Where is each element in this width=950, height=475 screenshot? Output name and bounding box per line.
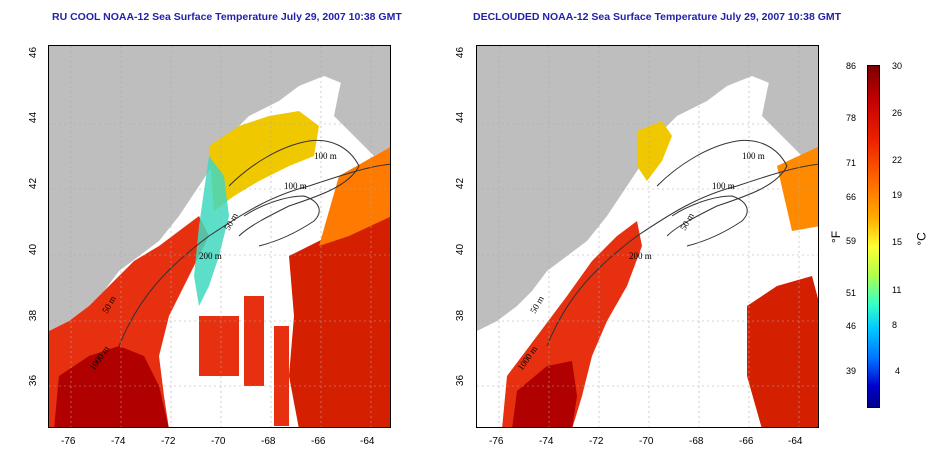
fahrenheit-tick: 59 [846, 236, 857, 246]
fahrenheit-tick: 46 [846, 321, 857, 331]
contour-label: 200 m [629, 251, 652, 261]
nova-scotia-land [762, 46, 818, 156]
hot-water-area [512, 361, 577, 427]
celsius-tick: 4 [895, 366, 901, 376]
contour-label: 100 m [314, 151, 337, 161]
bathymetry-contour [243, 195, 320, 247]
right-sst-map: 100 m 100 m 50 m 200 m 50 m 1000 m [476, 45, 819, 428]
lon-tick-label: -66 [311, 436, 326, 447]
celsius-tick: 30 [892, 61, 903, 71]
lon-tick-label: -70 [639, 436, 654, 447]
lon-tick-label: -74 [111, 436, 126, 447]
lon-tick-label: -76 [61, 436, 76, 447]
temperature-colorbar [867, 65, 880, 408]
left-map-title: RU COOL NOAA-12 Sea Surface Temperature … [52, 11, 402, 23]
right-map-title: DECLOUDED NOAA-12 Sea Surface Temperatur… [473, 11, 842, 23]
fahrenheit-tick: 66 [846, 192, 857, 202]
lat-tick-label: 44 [28, 111, 40, 124]
lat-tick-label: 36 [28, 374, 40, 387]
lat-tick-label: 46 [28, 46, 40, 59]
bathymetry-contour [656, 139, 788, 237]
fahrenheit-tick: 86 [846, 61, 857, 71]
lat-tick-label: 46 [455, 46, 467, 59]
right-map-graphic: 100 m 100 m 50 m 200 m 50 m 1000 m [477, 46, 818, 427]
left-map-graphic: 100 m 100 m 50 m 200 m 50 m 1000 m [49, 46, 390, 427]
gulf-maine-cool [637, 121, 672, 181]
lat-tick-label: 36 [455, 374, 467, 387]
celsius-tick: 15 [892, 237, 903, 247]
east-orange-water [319, 147, 390, 246]
lat-tick-label: 38 [455, 309, 467, 322]
celsius-tick: 22 [892, 155, 903, 165]
lon-tick-label: -66 [739, 436, 754, 447]
land-mass [49, 46, 390, 331]
land-mass [477, 46, 818, 331]
celsius-tick: 26 [892, 108, 903, 118]
lon-tick-label: -74 [539, 436, 554, 447]
bathymetry-contour [671, 195, 748, 247]
lon-tick-label: -68 [689, 436, 704, 447]
gulf-maine-cool [209, 111, 319, 211]
lon-tick-label: -70 [211, 436, 226, 447]
fahrenheit-tick: 39 [846, 366, 857, 376]
contour-label: 200 m [199, 251, 222, 261]
fahrenheit-tick: 71 [846, 158, 857, 168]
lon-tick-label: -68 [261, 436, 276, 447]
hot-water-area [54, 346, 169, 427]
contour-label: 100 m [742, 151, 765, 161]
nova-scotia-land [334, 46, 390, 156]
contour-label: 50 m [678, 211, 696, 232]
lon-tick-label: -72 [161, 436, 176, 447]
celsius-tick: 11 [892, 285, 902, 295]
lon-tick-label: -76 [489, 436, 504, 447]
bathymetry-contour [228, 139, 360, 237]
cloud-speckle [199, 296, 289, 426]
lat-tick-label: 42 [455, 177, 467, 190]
lon-tick-label: -64 [360, 436, 375, 447]
celsius-tick: 19 [892, 190, 903, 200]
lat-tick-label: 40 [28, 243, 40, 256]
lat-tick-label: 38 [28, 309, 40, 322]
lon-tick-label: -64 [788, 436, 803, 447]
lat-tick-label: 42 [28, 177, 40, 190]
celsius-unit-label: °C [914, 232, 929, 246]
lat-tick-label: 40 [455, 243, 467, 256]
celsius-tick: 8 [892, 320, 898, 330]
east-orange-water [777, 146, 818, 231]
fahrenheit-tick: 78 [846, 113, 857, 123]
contour-label: 100 m [284, 181, 307, 191]
east-warm-patches [747, 276, 818, 427]
fahrenheit-tick: 51 [846, 288, 857, 298]
fahrenheit-unit-label: °F [829, 230, 844, 244]
graticule [477, 46, 818, 427]
left-sst-map: 100 m 100 m 50 m 200 m 50 m 1000 m [48, 45, 391, 428]
bathymetry-contour [118, 163, 390, 347]
coastal-cyan-band [194, 156, 229, 306]
bathymetry-contour [546, 163, 818, 347]
graticule [49, 46, 390, 427]
contour-label: 100 m [712, 181, 735, 191]
contour-label: 50 m [528, 294, 546, 315]
lat-tick-label: 44 [455, 111, 467, 124]
lon-tick-label: -72 [589, 436, 604, 447]
